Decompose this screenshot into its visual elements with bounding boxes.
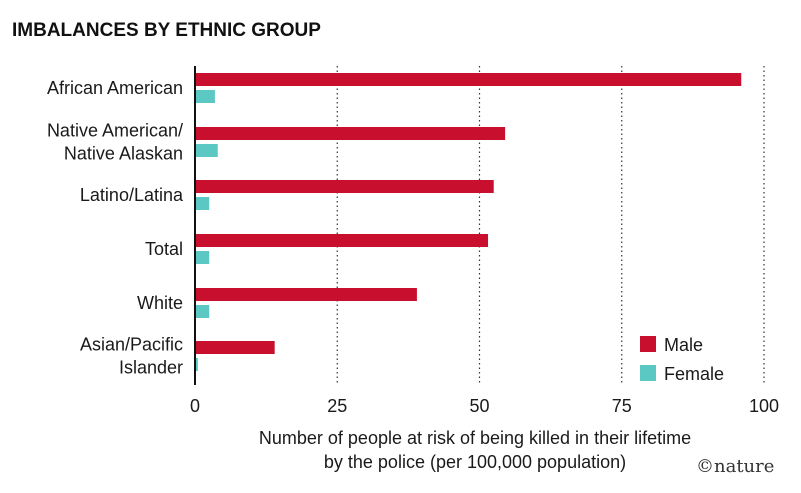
- bar-female-0: [195, 90, 215, 103]
- category-label: Islander: [119, 358, 183, 378]
- bar-female-5: [195, 358, 198, 371]
- bar-male-2: [195, 180, 494, 193]
- legend-label-male: Male: [664, 335, 703, 355]
- legend-swatch-female: [640, 365, 656, 381]
- x-tick-labels: 0 25 50 75 100: [190, 396, 779, 416]
- bar-male-3: [195, 234, 489, 247]
- bar-female-1: [195, 144, 218, 157]
- legend-swatch-male: [640, 336, 656, 352]
- x-tick-label: 25: [327, 396, 347, 416]
- nature-credit: ©nature: [696, 456, 774, 477]
- x-tick-label: 50: [469, 396, 489, 416]
- x-tick-label: 100: [749, 396, 779, 416]
- category-label: Asian/Pacific: [80, 335, 183, 355]
- gridlines: [336, 66, 765, 385]
- bar-male-0: [195, 73, 742, 86]
- x-tick-label: 75: [612, 396, 632, 416]
- chart-title: IMBALANCES BY ETHNIC GROUP: [12, 20, 321, 41]
- bar-male-5: [195, 341, 275, 354]
- category-label: Native Alaskan: [64, 144, 183, 164]
- bar-male-1: [195, 127, 506, 140]
- x-axis-title-line-2: by the police (per 100,000 population): [324, 452, 626, 472]
- category-labels: African American Native American/Native A…: [47, 78, 184, 378]
- category-label: Total: [145, 239, 183, 259]
- category-label: Latino/Latina: [80, 185, 184, 205]
- bars: [195, 73, 742, 371]
- bar-female-3: [195, 251, 210, 264]
- category-label: Native American/: [47, 121, 183, 141]
- x-tick-label: 0: [190, 396, 200, 416]
- bar-female-4: [195, 305, 210, 318]
- legend: Male Female: [640, 335, 724, 384]
- x-axis-title-line-1: Number of people at risk of being killed…: [259, 428, 691, 448]
- legend-label-female: Female: [664, 364, 724, 384]
- bar-male-4: [195, 288, 417, 301]
- category-label: White: [137, 293, 183, 313]
- bar-female-2: [195, 197, 210, 210]
- category-label: African American: [47, 78, 183, 98]
